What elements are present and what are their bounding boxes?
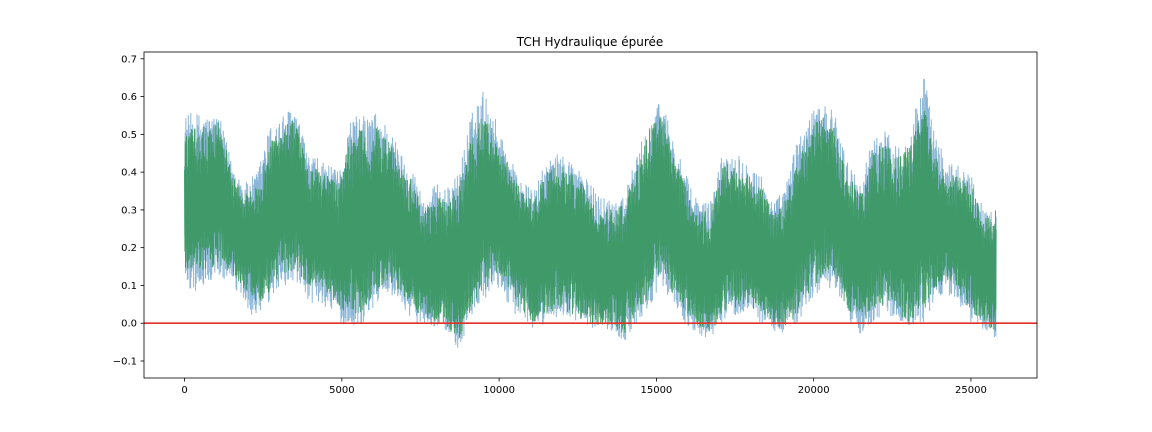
y-tick-label: 0.3: [121, 205, 137, 216]
series-line-2: [184, 110, 997, 338]
y-tick-label: 0.0: [121, 319, 137, 330]
x-tick-label: 15000: [640, 385, 672, 396]
y-tick-label: 0.6: [121, 92, 137, 103]
y-tick-label: 0.1: [121, 281, 137, 292]
x-tick-label: 5000: [329, 385, 354, 396]
chart-title: TCH Hydraulique épurée: [516, 35, 664, 49]
y-tick-label: 0.4: [121, 168, 137, 179]
y-tick-label: −0.1: [113, 357, 137, 368]
x-tick-label: 10000: [483, 385, 515, 396]
x-tick-label: 25000: [955, 385, 987, 396]
plot-frame: [143, 51, 1038, 379]
axes: 0 5000 10000 15000 20000 25000 −0.1 0.0 0.1 0.2 0.…: [113, 51, 1038, 396]
plot-area: [144, 78, 1037, 348]
y-tick-label: 0.2: [121, 243, 137, 254]
x-tick-label: 0: [181, 385, 187, 396]
y-tick-label: 0.7: [121, 54, 137, 65]
y-tick-label: 0.5: [121, 130, 137, 141]
x-tick-label: 20000: [798, 385, 830, 396]
